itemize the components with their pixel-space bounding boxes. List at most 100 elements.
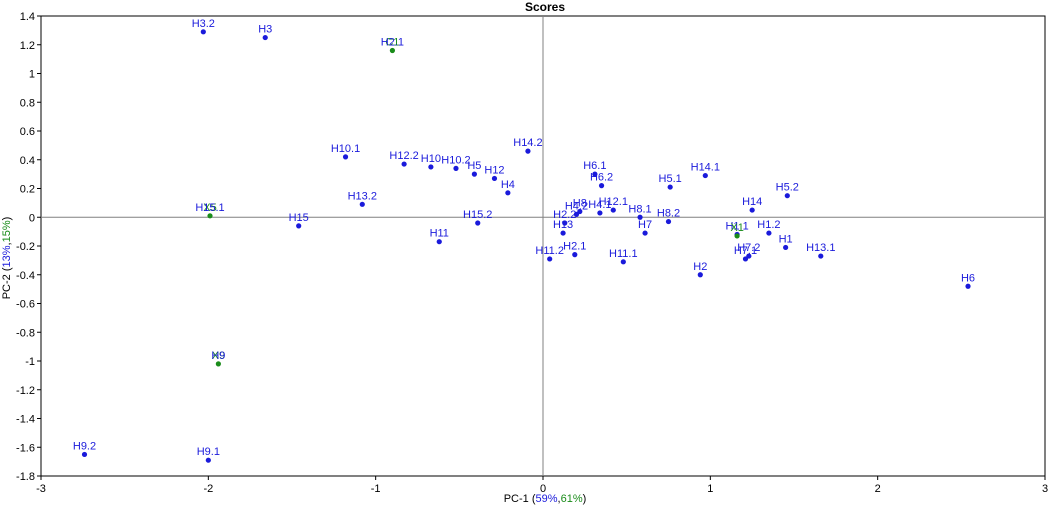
label-H7: H7: [638, 219, 652, 231]
point-H8: [577, 208, 583, 215]
point-H7: [642, 230, 648, 236]
y-tick-label: 0.6: [20, 126, 35, 138]
label-H9.1: H9.1: [197, 446, 220, 458]
point-H1.2: [766, 230, 772, 236]
data-points: [81, 29, 971, 463]
label-H2.1: H2.1: [563, 241, 586, 253]
label-H5.1: H5.1: [659, 173, 682, 185]
x-tick-label: 1: [707, 483, 713, 495]
label-H2.2: H2.2: [553, 209, 576, 221]
label-H14.1: H14.1: [691, 162, 720, 174]
label-H12.1: H12.1: [599, 196, 628, 208]
point-H10.2: [453, 165, 459, 171]
point-H13.1: [818, 253, 824, 259]
label-H12.2: H12.2: [389, 150, 418, 162]
label-H1.2: H1.2: [757, 219, 780, 231]
label-X9: X9: [212, 350, 225, 362]
label-H8.1: H8.1: [628, 203, 651, 215]
point-X9: [215, 361, 221, 367]
label-C1: C1: [385, 37, 399, 49]
chart-title: Scores: [525, 0, 565, 14]
label-H4.1: H4.1: [588, 199, 611, 211]
x-tick-label: -1: [371, 483, 381, 495]
x-axis-label-suffix: ): [583, 493, 587, 505]
point-H12: [491, 175, 498, 182]
y-axis-label-prefix: PC-2 (: [1, 267, 13, 299]
point-H5: [471, 171, 477, 177]
point-H4.1: [597, 210, 603, 216]
point-H8.2: [665, 218, 672, 225]
y-axis-label-suffix: ): [1, 217, 13, 221]
point-H13.2: [359, 201, 365, 207]
y-tick-label: 1.4: [20, 11, 35, 23]
label-H14.2: H14.2: [513, 137, 542, 149]
point-H5.1: [667, 184, 673, 190]
y-tick-label: 0.2: [20, 184, 35, 196]
point-H12.2: [401, 161, 407, 167]
label-H5.2: H5.2: [776, 182, 799, 194]
point-H9.2: [81, 451, 88, 458]
label-H11.2: H11.2: [535, 245, 564, 257]
point-H3: [262, 34, 268, 41]
point-H6.2: [598, 183, 605, 189]
y-axis-ticks: -1.8 -1.6 -1.4 -1.2 -1 -0.8 -0.6 -0.4 -0.2 0 0.2 0.…: [16, 11, 41, 483]
y-tick-label: 0.4: [20, 155, 35, 167]
y-tick-label: -0.2: [16, 241, 35, 253]
point-H9.1: [205, 457, 211, 463]
point-X5: [207, 213, 213, 219]
y-tick-label: -1.2: [16, 385, 35, 397]
point-H6.1: [592, 171, 598, 177]
label-H13.1: H13.1: [806, 242, 835, 254]
label-H8.2: H8.2: [657, 208, 680, 220]
x-axis-label: PC-1 (59%,61%): [504, 493, 587, 505]
y-tick-label: -1.4: [16, 414, 35, 426]
label-H11.1: H11.1: [609, 248, 638, 260]
label-H10.2: H10.2: [441, 154, 470, 166]
y-tick-label: 1: [29, 69, 35, 81]
label-H3.2: H3.2: [192, 18, 215, 30]
point-H10.1: [342, 154, 349, 160]
x-tick-label: 0: [540, 483, 546, 495]
label-H13: H13: [553, 219, 573, 231]
point-H11: [436, 239, 442, 245]
point-X1: [734, 233, 740, 239]
label-H11: H11: [430, 228, 449, 240]
point-H11.2: [547, 256, 553, 262]
x-axis-label-pct-b: 61%: [561, 493, 583, 505]
point-H14: [749, 207, 755, 213]
point-H3.2: [200, 29, 206, 35]
label-H6.1: H6.1: [583, 160, 606, 172]
label-H9.2: H9.2: [73, 440, 96, 452]
label-H4: H4: [501, 179, 515, 191]
x-tick-label: 3: [1042, 483, 1048, 495]
point-H15.2: [475, 220, 481, 226]
point-H6: [965, 283, 971, 289]
y-tick-label: -0.4: [16, 270, 35, 282]
y-tick-label: -1: [25, 356, 35, 368]
y-axis-label: PC-2 (13%,15%): [1, 217, 13, 300]
label-H15.1: H15.1: [195, 202, 224, 214]
label-H8: H8: [573, 198, 587, 210]
point-H15: [296, 223, 302, 229]
label-H1: H1: [779, 233, 793, 245]
label-H9: H9: [211, 350, 225, 362]
label-H15: H15: [289, 212, 309, 224]
x-tick-label: -2: [203, 483, 213, 495]
label-H1.1: H1.1: [725, 221, 748, 233]
point-H5.2: [784, 193, 790, 199]
point-H14.1: [702, 172, 708, 179]
label-H2: H2: [693, 261, 707, 273]
label-H7.1: H7.1: [734, 245, 757, 257]
label-H6.2: H6.2: [590, 172, 613, 184]
point-H12.1: [610, 207, 616, 213]
label-H15.2: H15.2: [463, 209, 492, 221]
label-H5: H5: [467, 160, 481, 172]
point-H11.1: [620, 259, 626, 265]
x-axis-label-prefix: PC-1 (: [504, 493, 536, 505]
x-axis-label-pct-a: 59%: [535, 493, 557, 505]
point-H4: [505, 190, 511, 196]
data-point-labels: H3.2 H3 H10.1 H12.2 H10 H10.2H5 H12 H4 H14.2 H13.…: [73, 18, 975, 458]
point-H1: [783, 244, 789, 251]
y-tick-label: -0.8: [16, 327, 35, 339]
